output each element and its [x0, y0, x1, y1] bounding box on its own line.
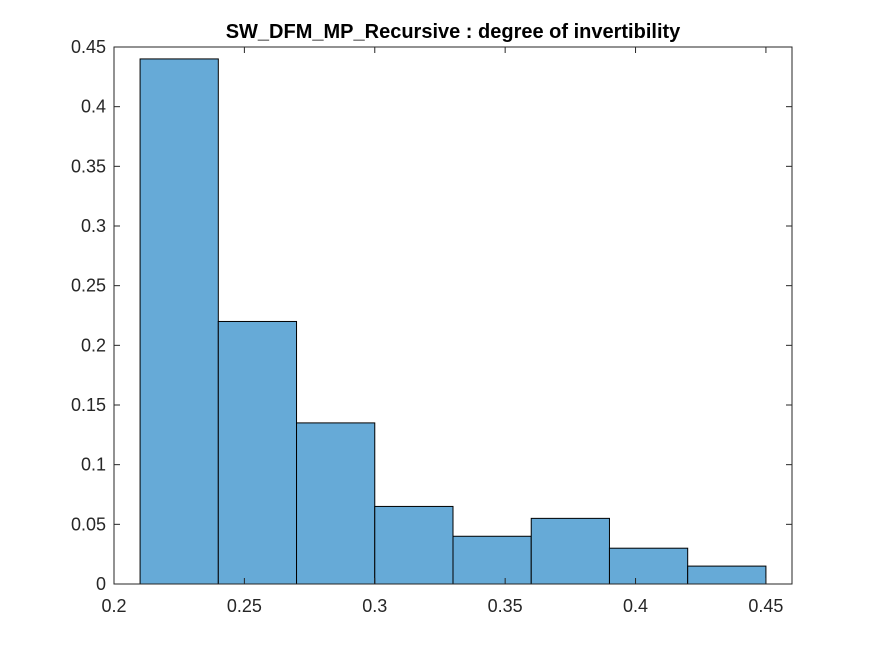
y-axis-ticks: 0 0.05 0.1 0.15 0.2 0.25 0.3 0.35 0.4 0.45 [71, 37, 792, 594]
y-tick-label: 0 [96, 574, 106, 594]
x-tick-label: 0.3 [362, 596, 387, 616]
y-tick-label: 0.25 [71, 276, 106, 296]
x-axis-ticks: 0.2 0.25 0.3 0.35 0.4 0.45 [101, 47, 783, 616]
y-tick-label: 0.2 [81, 335, 106, 355]
histogram-bar [374, 505, 454, 585]
y-tick-label: 0.4 [81, 97, 106, 117]
histogram-bar [530, 517, 610, 585]
histogram-bar [296, 422, 376, 585]
chart-title: SW_DFM_MP_Recursive : degree of invertib… [226, 21, 681, 43]
x-tick-label: 0.4 [623, 596, 648, 616]
histogram-bar [217, 320, 298, 585]
x-tick-label: 0.35 [488, 596, 523, 616]
y-tick-label: 0.15 [71, 395, 106, 415]
y-tick-label: 0.45 [71, 37, 106, 57]
x-tick-label: 0.2 [101, 596, 126, 616]
histogram-bar [608, 547, 689, 585]
plot-axes [113, 46, 793, 585]
histogram-bar [452, 535, 532, 585]
x-tick-label: 0.45 [748, 596, 783, 616]
y-tick-label: 0.35 [71, 156, 106, 176]
axes-box [113, 46, 793, 585]
histogram-bar [687, 565, 767, 585]
y-tick-label: 0.1 [81, 455, 106, 475]
histogram-bar [139, 58, 219, 585]
y-tick-label: 0.3 [81, 216, 106, 236]
histogram-bars [139, 58, 767, 585]
x-tick-label: 0.25 [227, 596, 262, 616]
y-tick-label: 0.05 [71, 514, 106, 534]
